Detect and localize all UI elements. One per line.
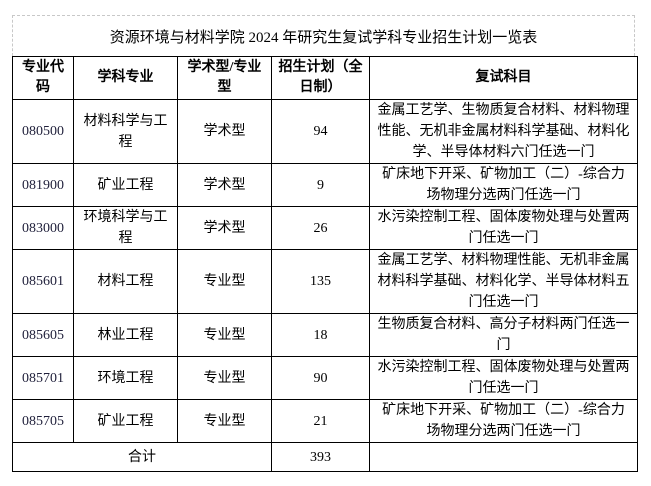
- subjects-cell: 金属工艺学、材料物理性能、无机非金属材料科学基础、材料化学、半导体材料五门任选一…: [369, 249, 638, 314]
- total-plan: 393: [271, 442, 370, 472]
- code-cell: 083000: [12, 206, 74, 250]
- plan-cell: 135: [271, 249, 370, 314]
- subjects-cell: 矿床地下开采、矿物加工（二）-综合力场物理分选两门任选一门: [369, 399, 638, 443]
- code-cell: 085701: [12, 356, 74, 400]
- major-cell: 矿业工程: [73, 399, 178, 443]
- type-cell: 专业型: [177, 249, 272, 314]
- table-row: 081900 矿业工程 学术型 9 矿床地下开采、矿物加工（二）-综合力场物理分选两门任…: [12, 163, 638, 207]
- total-row: 合计 393: [12, 442, 638, 472]
- major-cell: 材料科学与工程: [73, 99, 178, 164]
- major-cell: 林业工程: [73, 313, 178, 357]
- type-cell: 学术型: [177, 99, 272, 164]
- table-row: 083000 环境科学与工程 学术型 26 水污染控制工程、固体废物处理与处置两门任选一…: [12, 206, 638, 250]
- major-cell: 材料工程: [73, 249, 178, 314]
- header-row: 专业代码 学科专业 学术型/专业型 招生计划（全日制） 复试科目: [12, 56, 638, 100]
- plan-cell: 21: [271, 399, 370, 443]
- table-row: 085705 矿业工程 专业型 21 矿床地下开采、矿物加工（二）-综合力场物理分选两门…: [12, 399, 638, 443]
- subjects-cell: 矿床地下开采、矿物加工（二）-综合力场物理分选两门任选一门: [369, 163, 638, 207]
- type-cell: 专业型: [177, 313, 272, 357]
- type-cell: 学术型: [177, 206, 272, 250]
- major-cell: 环境工程: [73, 356, 178, 400]
- subjects-cell: 金属工艺学、生物质复合材料、材料物理性能、无机非金属材料科学基础、材料化学、半导…: [369, 99, 638, 164]
- table-title: 资源环境与材料学院 2024 年研究生复试学科专业招生计划一览表: [12, 15, 635, 56]
- subjects-cell: 生物质复合材料、高分子材料两门任选一门: [369, 313, 638, 357]
- header-code: 专业代码: [12, 56, 74, 100]
- table-row: 085605 林业工程 专业型 18 生物质复合材料、高分子材料两门任选一门: [12, 313, 638, 357]
- header-subjects: 复试科目: [369, 56, 638, 100]
- code-cell: 085601: [12, 249, 74, 314]
- subjects-cell: 水污染控制工程、固体废物处理与处置两门任选一门: [369, 206, 638, 250]
- code-cell: 080500: [12, 99, 74, 164]
- plan-cell: 90: [271, 356, 370, 400]
- major-cell: 环境科学与工程: [73, 206, 178, 250]
- plan-cell: 26: [271, 206, 370, 250]
- table-row: 085701 环境工程 专业型 90 水污染控制工程、固体废物处理与处置两门任选一门: [12, 356, 638, 400]
- type-cell: 专业型: [177, 399, 272, 443]
- major-cell: 矿业工程: [73, 163, 178, 207]
- plan-cell: 94: [271, 99, 370, 164]
- type-cell: 专业型: [177, 356, 272, 400]
- header-plan: 招生计划（全日制）: [271, 56, 370, 100]
- plan-cell: 9: [271, 163, 370, 207]
- plan-cell: 18: [271, 313, 370, 357]
- header-major: 学科专业: [73, 56, 178, 100]
- code-cell: 081900: [12, 163, 74, 207]
- type-cell: 学术型: [177, 163, 272, 207]
- admissions-table: 专业代码 学科专业 学术型/专业型 招生计划（全日制） 复试科目 080500 材…: [12, 56, 638, 472]
- subjects-cell: 水污染控制工程、固体废物处理与处置两门任选一门: [369, 356, 638, 400]
- table-row: 080500 材料科学与工程 学术型 94 金属工艺学、生物质复合材料、材料物理性能、无…: [12, 99, 638, 164]
- header-type: 学术型/专业型: [177, 56, 272, 100]
- code-cell: 085605: [12, 313, 74, 357]
- total-subjects-empty: [369, 442, 638, 472]
- table-row: 085601 材料工程 专业型 135 金属工艺学、材料物理性能、无机非金属材料科学基础…: [12, 249, 638, 314]
- total-label: 合计: [12, 442, 272, 472]
- code-cell: 085705: [12, 399, 74, 443]
